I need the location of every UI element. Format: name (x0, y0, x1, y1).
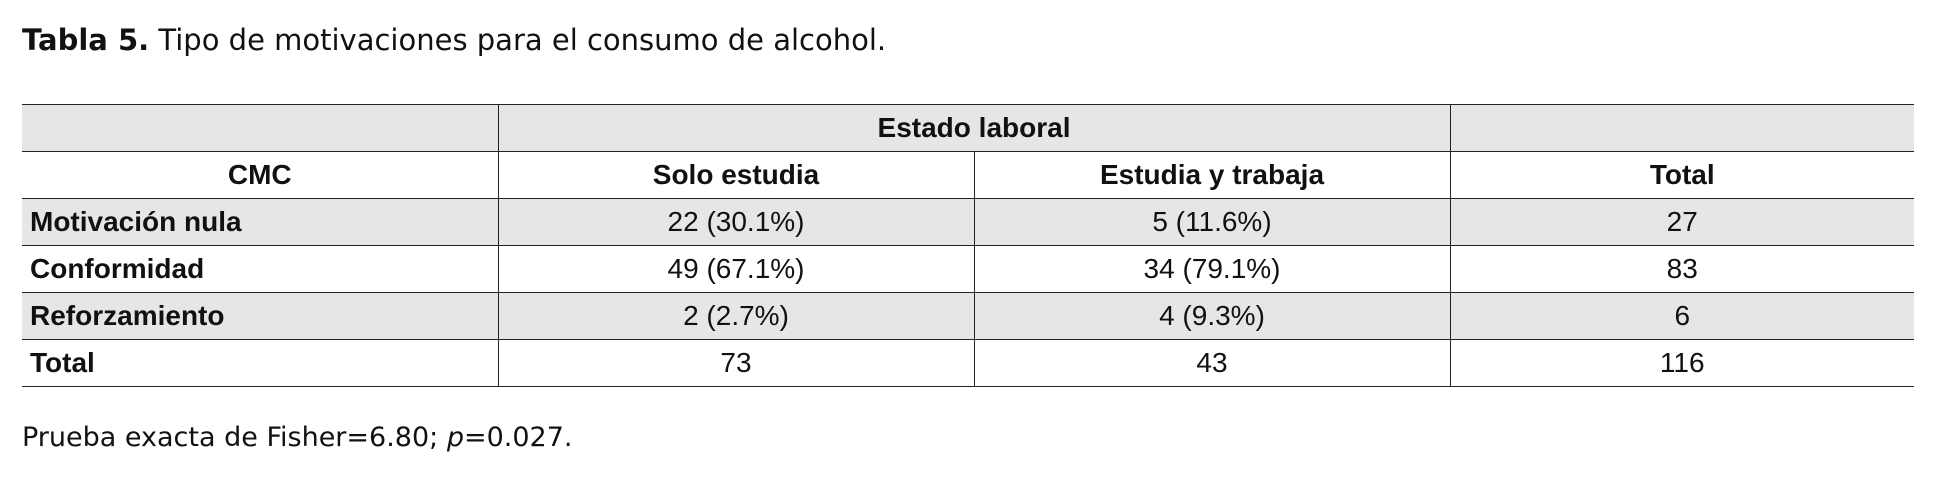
table-cell: 116 (1449, 339, 1914, 387)
table-cell: 34 (79.1%) (973, 245, 1450, 293)
table-caption: Tabla 5. Tipo de motivaciones para el co… (22, 20, 886, 60)
group-header-empty (22, 104, 498, 152)
footnote-suffix: =0.027. (463, 422, 573, 453)
table-cell: 73 (497, 339, 974, 387)
header-solo-estudia: Solo estudia (497, 151, 974, 199)
row-label: Conformidad (22, 245, 498, 293)
row-label: Total (22, 339, 498, 387)
group-header-estado-laboral: Estado laboral (497, 104, 1450, 152)
footnote-prefix: Prueba exacta de Fisher=6.80; (22, 422, 447, 453)
table-cell: 43 (973, 339, 1450, 387)
caption-label: Tabla 5. (22, 23, 150, 57)
table-row: Reforzamiento 2 (2.7%) 4 (9.3%) 6 (22, 292, 1914, 340)
row-label: Reforzamiento (22, 292, 498, 340)
table-row: Conformidad 49 (67.1%) 34 (79.1%) 83 (22, 245, 1914, 293)
table-cell: 2 (2.7%) (497, 292, 974, 340)
header-cmc: CMC (22, 151, 498, 199)
group-header-empty-total (1449, 104, 1914, 152)
table-cell: 83 (1449, 245, 1914, 293)
table-cell: 6 (1449, 292, 1914, 340)
column-header-row: CMC Solo estudia Estudia y trabaja Total (22, 151, 1914, 199)
table-cell: 4 (9.3%) (973, 292, 1450, 340)
caption-text: Tipo de motivaciones para el consumo de … (158, 23, 887, 57)
footnote-p-symbol: p (446, 422, 464, 453)
group-header-row: Estado laboral (22, 104, 1914, 152)
table-cell: 49 (67.1%) (497, 245, 974, 293)
table-cell: 22 (30.1%) (497, 198, 974, 246)
table-footnote: Prueba exacta de Fisher=6.80; p=0.027. (22, 420, 572, 456)
table-cell: 27 (1449, 198, 1914, 246)
table-row-total: Total 73 43 116 (22, 339, 1914, 387)
row-label: Motivación nula (22, 198, 498, 246)
table-row: Motivación nula 22 (30.1%) 5 (11.6%) 27 (22, 198, 1914, 246)
motivations-table: Estado laboral CMC Solo estudia Estudia … (22, 104, 1914, 387)
header-total: Total (1449, 151, 1914, 199)
table-cell: 5 (11.6%) (973, 198, 1450, 246)
header-estudia-y-trabaja: Estudia y trabaja (973, 151, 1450, 199)
